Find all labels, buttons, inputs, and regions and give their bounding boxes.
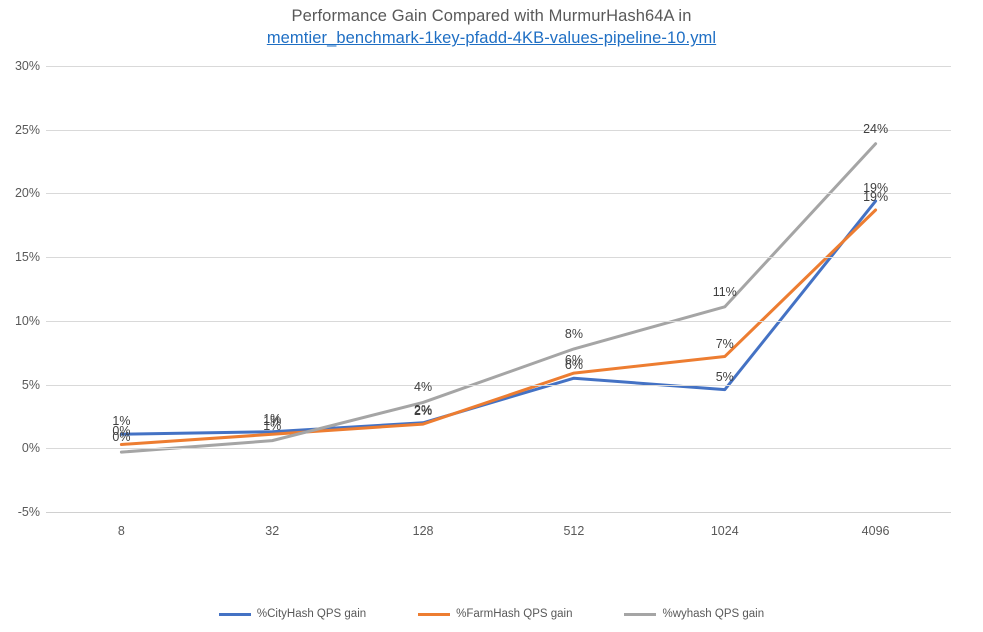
gridline: [46, 320, 951, 322]
data-label: 0%: [112, 424, 131, 439]
data-label: 1%: [263, 411, 282, 426]
data-label: 5%: [715, 369, 734, 384]
x-axis-tick-label: 32: [265, 524, 280, 538]
legend-swatch-icon: [624, 612, 657, 616]
category-axis-line: [46, 512, 951, 513]
legend-label: %CityHash QPS gain: [256, 608, 367, 620]
chart-title-line1: Performance Gain Compared with MurmurHas…: [291, 7, 692, 25]
y-axis-tick-label: 25%: [14, 122, 40, 137]
chart-title-link[interactable]: memtier_benchmark-1key-pfadd-4KB-values-…: [266, 29, 717, 48]
data-label: 7%: [715, 336, 734, 351]
x-axis-tick-label: 128: [412, 524, 434, 538]
gridline: [46, 448, 951, 450]
data-label: 1%: [112, 414, 131, 429]
x-axis: 8 32 128 512 1024 4096: [46, 524, 951, 544]
gridline: [46, 129, 951, 131]
y-axis: 30% 25% 20% 15% 10% 5% 0% -5%: [0, 59, 40, 519]
series-line: [119, 142, 878, 454]
x-axis-tick-label: 1024: [710, 524, 739, 538]
legend-item[interactable]: %CityHash QPS gain: [218, 608, 367, 620]
x-axis-tick-label: 512: [563, 524, 585, 538]
data-label: 1%: [263, 414, 282, 429]
y-axis-tick-label: 10%: [14, 313, 40, 328]
data-label: 19%: [863, 180, 889, 195]
gridline: [46, 257, 951, 259]
legend-item[interactable]: %wyhash QPS gain: [624, 608, 764, 620]
data-label: 6%: [564, 357, 583, 372]
legend-label: %wyhash QPS gain: [662, 608, 765, 620]
y-axis-tick-label: 15%: [14, 250, 40, 265]
legend-item[interactable]: %FarmHash QPS gain: [418, 608, 572, 620]
chart-legend: %CityHash QPS gain %FarmHash QPS gain %wyh…: [0, 608, 983, 620]
legend-label: %FarmHash QPS gain: [456, 608, 573, 620]
series-lines: [119, 142, 878, 454]
chart-title: Performance Gain Compared with MurmurHas…: [0, 5, 983, 50]
y-axis-tick-label: 20%: [14, 186, 40, 201]
gridline: [46, 66, 951, 67]
data-label: 24%: [863, 121, 889, 136]
y-axis-tick-label: 30%: [14, 59, 40, 73]
data-label: 0%: [112, 429, 131, 444]
legend-swatch-icon: [218, 612, 251, 616]
data-label: 19%: [863, 189, 889, 204]
y-axis-tick-label: 5%: [21, 377, 40, 392]
data-label: 1%: [263, 418, 282, 433]
y-axis-tick-label: -5%: [17, 505, 40, 519]
series-line: [119, 208, 878, 446]
data-label: 6%: [564, 352, 583, 367]
x-axis-tick-label: 8: [117, 524, 125, 538]
data-label: 8%: [564, 326, 583, 341]
x-axis-tick-label: 4096: [861, 524, 890, 538]
data-label: 2%: [414, 402, 433, 417]
gridline: [46, 384, 951, 386]
data-label: 2%: [414, 403, 433, 418]
gridline: [46, 193, 951, 195]
y-axis-tick-label: 0%: [21, 441, 40, 456]
legend-swatch-icon: [418, 612, 451, 616]
data-label: 4%: [414, 380, 433, 395]
plot-area: 1% 1% 2% 6% 5% 19% 0% 1% 2% 6% 7% 19% 0% 1% 4% 8% 11% 24%: [46, 66, 951, 513]
series-line: [119, 199, 878, 436]
data-label: 11%: [712, 284, 737, 299]
